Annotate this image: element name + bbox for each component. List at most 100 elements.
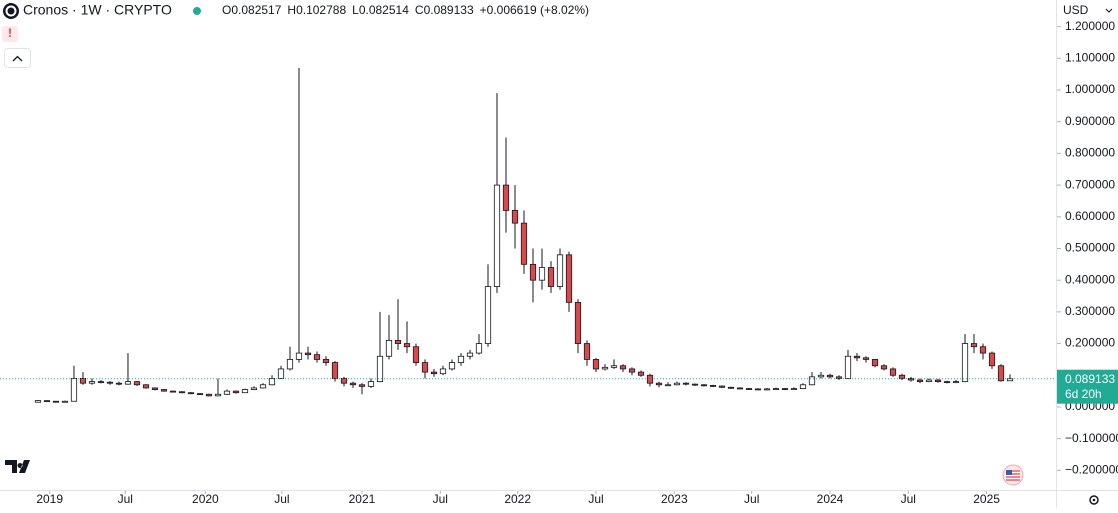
candle-body <box>250 387 258 390</box>
candle-body <box>925 379 933 383</box>
candle-body <box>826 374 834 378</box>
alert-icon[interactable] <box>2 26 18 42</box>
candle-body <box>151 387 159 390</box>
candle-body <box>637 371 645 376</box>
candle-body <box>628 368 636 373</box>
candle-body <box>475 343 483 354</box>
candle-body <box>385 340 393 357</box>
candle-body <box>889 368 897 376</box>
y-tick-label: −0.100000 <box>1065 431 1118 445</box>
candle-body <box>205 393 213 397</box>
y-tick-label: 1.000000 <box>1065 82 1115 96</box>
alert-mark: ! <box>8 26 12 40</box>
x-tick-label: 2024 <box>817 492 844 506</box>
settings-icon[interactable] <box>1089 495 1099 505</box>
candle-body <box>196 393 204 396</box>
candle-body <box>934 379 942 383</box>
last-price-label: 0.089133 <box>1065 372 1115 386</box>
candle-body <box>322 359 330 363</box>
y-tick-label: 0.600000 <box>1065 209 1115 223</box>
candle-body <box>1006 378 1014 382</box>
x-tick-label: Jul <box>433 492 448 506</box>
candle-body <box>619 365 627 370</box>
candle-body <box>79 378 87 384</box>
candle-body <box>34 400 42 403</box>
candle-body <box>808 376 816 386</box>
candle-body <box>448 362 456 370</box>
low-value: 0.082514 <box>359 3 409 17</box>
flag-stripes <box>1006 470 1020 481</box>
candle-body <box>349 382 357 386</box>
candle-body <box>871 359 879 367</box>
candle-body <box>556 254 564 287</box>
candle-body <box>277 368 285 379</box>
candle-body <box>988 352 996 367</box>
candle-body <box>331 362 339 379</box>
candle-body <box>781 388 789 390</box>
candle-body <box>484 286 492 344</box>
candle-body <box>214 393 222 397</box>
candle-body <box>367 381 375 387</box>
candle-body <box>169 390 177 393</box>
currency-box[interactable] <box>1057 0 1118 22</box>
candle-body <box>916 379 924 383</box>
market-status[interactable] <box>193 7 201 15</box>
candle-body <box>106 381 114 384</box>
candle-body <box>394 340 402 344</box>
x-tick-label: Jul <box>274 492 289 506</box>
symbol-title[interactable]: Cronos · 1W · CRYPTO <box>23 2 172 18</box>
x-tick-label: 2019 <box>36 492 63 506</box>
candle-body <box>844 355 852 379</box>
candle-body <box>862 357 870 360</box>
candle-body <box>403 343 411 348</box>
candle-body <box>754 388 762 391</box>
open-value: 0.082517 <box>231 3 281 17</box>
x-tick-label: 2021 <box>349 492 376 506</box>
currency[interactable]: USD <box>1063 3 1089 17</box>
candle-body <box>565 254 573 303</box>
candle-body <box>421 362 429 373</box>
x-tick-label: Jul <box>901 492 916 506</box>
tradingview-logo[interactable] <box>5 460 30 473</box>
candle-body <box>232 390 240 394</box>
flag-body <box>1006 470 1020 480</box>
x-tick-label: Jul <box>588 492 603 506</box>
candle-body <box>700 384 708 387</box>
candle-body <box>790 388 798 390</box>
plot-area <box>0 67 1056 403</box>
candle-body <box>601 366 609 370</box>
candle-body <box>52 400 60 403</box>
candle-body <box>268 378 276 386</box>
last-price-box <box>1057 369 1118 404</box>
candle-body <box>880 365 888 370</box>
candle-body <box>286 359 294 370</box>
candle-body <box>493 184 501 287</box>
y-tick-label: 1.100000 <box>1065 50 1115 64</box>
candle-body <box>466 352 474 357</box>
candle-body <box>241 389 249 394</box>
candle-body <box>511 210 519 224</box>
candle-body <box>295 352 303 360</box>
collapse-button[interactable] <box>4 48 31 68</box>
collapse-arrow <box>12 55 23 62</box>
candle-body <box>61 400 69 403</box>
candle-body <box>313 354 321 360</box>
candle-body <box>817 374 825 378</box>
symbol-icon-ring <box>5 5 17 17</box>
open-prefix: O <box>222 3 231 17</box>
candle-body <box>646 374 654 384</box>
y-tick-label: 0.300000 <box>1065 304 1115 318</box>
candle-body <box>763 388 771 391</box>
candle-body <box>529 263 537 281</box>
candle-body <box>997 365 1005 382</box>
y-tick-label: 0.700000 <box>1065 177 1115 191</box>
low-prefix: L <box>352 3 359 17</box>
candle-body <box>538 267 546 281</box>
settings-dot <box>1092 498 1096 502</box>
x-tick-label: 2020 <box>192 492 219 506</box>
candle-body <box>115 382 123 385</box>
candle-body <box>358 384 366 387</box>
x-tick-label: Jul <box>744 492 759 506</box>
